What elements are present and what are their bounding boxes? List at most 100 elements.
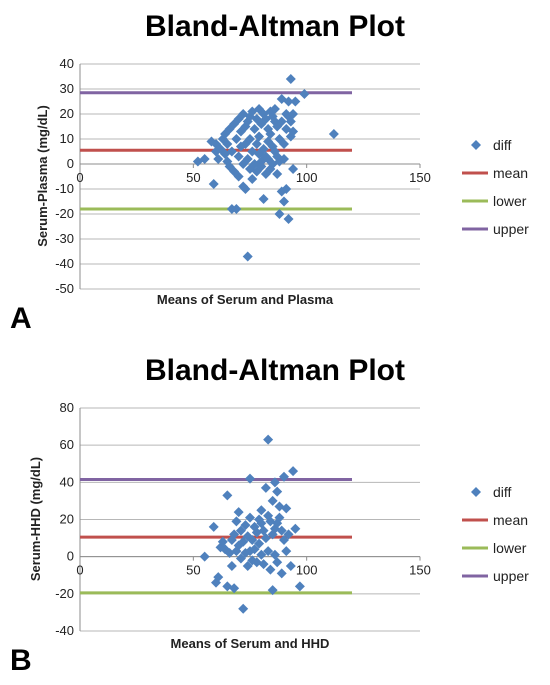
data-point <box>288 466 299 477</box>
x-axis-label-a: Means of Serum and Plasma <box>157 292 334 307</box>
data-point <box>285 560 296 571</box>
data-point <box>272 557 283 568</box>
x-tick-label: 150 <box>409 170 431 185</box>
data-point <box>258 525 269 536</box>
data-point <box>269 104 280 114</box>
legend-label-mean-b: mean <box>493 512 528 528</box>
y-tick-label: 20 <box>60 106 74 121</box>
data-point <box>226 560 237 571</box>
data-point <box>245 512 255 523</box>
legend-label-diff-a: diff <box>493 137 512 153</box>
data-point <box>233 151 244 162</box>
data-point <box>294 581 305 592</box>
data-point <box>222 139 233 149</box>
x-axis-label-b: Means of Serum and HHD <box>171 636 330 651</box>
data-point <box>199 154 210 164</box>
data-point <box>263 434 274 445</box>
data-point <box>260 533 271 544</box>
data-point <box>222 490 233 501</box>
data-point <box>242 154 253 164</box>
data-point <box>229 529 240 540</box>
x-tick-label: 150 <box>409 563 431 578</box>
data-point <box>274 209 285 219</box>
data-point <box>269 477 280 488</box>
data-point <box>285 74 296 84</box>
y-tick-label: -30 <box>55 231 74 246</box>
data-point <box>288 126 299 137</box>
data-point <box>231 516 242 527</box>
y-axis-label-a: Serum-Plasma (mg/dL) <box>35 105 50 247</box>
data-point <box>290 96 301 107</box>
data-point <box>279 196 289 207</box>
data-point <box>281 503 292 514</box>
data-point <box>254 538 265 549</box>
y-tick-label: -50 <box>55 281 74 296</box>
data-point <box>258 144 269 154</box>
x-tick-label: 100 <box>296 563 318 578</box>
y-tick-label: 0 <box>67 549 74 564</box>
data-point <box>283 214 294 224</box>
legend-label-mean-a: mean <box>493 165 528 181</box>
data-point <box>245 134 255 144</box>
legend-label-lower-a: lower <box>493 193 527 209</box>
y-tick-label: 80 <box>60 400 74 415</box>
data-point <box>240 184 251 194</box>
data-point <box>279 154 289 164</box>
y-tick-label: 30 <box>60 81 74 96</box>
data-point <box>226 146 237 157</box>
y-tick-label: 0 <box>67 156 74 171</box>
y-axis-label-b: Serum-HHD (mg/dL) <box>28 457 43 581</box>
data-point <box>265 129 276 139</box>
data-point <box>208 521 219 532</box>
y-tick-label: -40 <box>55 256 74 271</box>
data-point <box>276 525 287 536</box>
data-point <box>260 482 271 493</box>
x-tick-label: 50 <box>186 563 200 578</box>
data-point <box>276 116 287 127</box>
data-point <box>258 194 269 204</box>
legend-label-upper-b: upper <box>493 568 529 584</box>
x-tick-label: 0 <box>76 170 83 185</box>
data-point <box>247 174 258 184</box>
y-tick-label: -10 <box>55 181 74 196</box>
y-tick-label: 40 <box>60 474 74 489</box>
data-point <box>283 96 294 107</box>
panel-b: Bland-Altman Plot B Serum-HHD (mg/dL) Me… <box>10 354 529 677</box>
data-point <box>249 124 260 134</box>
y-tick-label: 60 <box>60 437 74 452</box>
data-point <box>279 139 289 149</box>
panel-a: Bland-Altman Plot A Serum-Plasma (mg/dL)… <box>10 10 529 335</box>
data-point <box>288 164 299 174</box>
panel-letter-b: B <box>10 644 32 677</box>
data-point <box>235 553 246 564</box>
data-point <box>279 471 289 482</box>
data-point <box>267 585 278 596</box>
y-tick-label: -20 <box>55 586 74 601</box>
data-point <box>245 473 255 484</box>
data-point <box>240 520 251 531</box>
data-point <box>242 560 253 571</box>
data-point <box>328 129 339 139</box>
data-point <box>199 551 210 562</box>
data-point <box>242 251 253 262</box>
data-point <box>247 534 258 545</box>
legend-label-lower-b: lower <box>493 540 527 556</box>
data-point <box>256 518 267 529</box>
data-point <box>263 546 274 557</box>
data-point <box>217 536 228 547</box>
data-point <box>249 544 260 555</box>
data-point <box>213 572 224 583</box>
data-point <box>288 109 299 119</box>
data-point <box>231 204 242 214</box>
panel-letter-a: A <box>10 302 32 335</box>
data-point <box>283 529 294 540</box>
chart-title-a: Bland-Altman Plot <box>145 10 405 43</box>
data-point <box>272 169 283 179</box>
x-tick-label: 50 <box>186 170 200 185</box>
data-point <box>299 89 310 99</box>
data-point <box>229 583 240 594</box>
x-tick-label: 100 <box>296 170 318 185</box>
data-point <box>251 139 262 149</box>
